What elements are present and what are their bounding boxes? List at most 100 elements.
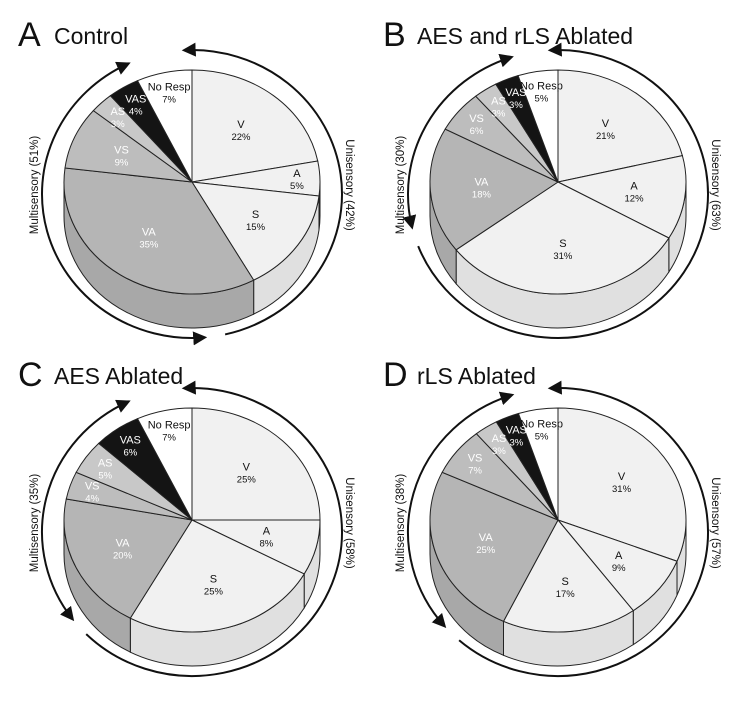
panel-title-c: AES Ablated: [54, 363, 183, 389]
panel-letter-a: A: [18, 16, 41, 54]
slice-v: [557, 69, 684, 183]
unisensory-label-a: Unisensory (42%): [343, 139, 355, 231]
slice-value-as: 3%: [111, 119, 125, 130]
multisensory-label-c: Multisensory (35%): [29, 474, 41, 573]
slice-value-va: 25%: [476, 545, 496, 556]
slice-value-v: 31%: [612, 484, 632, 495]
slice-value-as: 5%: [98, 470, 112, 481]
slice-no-resp: [517, 69, 559, 183]
slice-label-vs: VS: [85, 481, 100, 493]
slice-no-resp: [136, 407, 193, 521]
slice-label-s: S: [252, 209, 259, 221]
multisensory-label-d: Multisensory (38%): [395, 474, 407, 573]
slice-value-s: 31%: [553, 251, 573, 262]
slice-value-s: 25%: [204, 587, 224, 598]
panel-letter-c: C: [18, 356, 43, 394]
slice-v: [191, 69, 319, 183]
slice-value-vs: 9%: [115, 157, 129, 168]
pie-top: [63, 407, 321, 633]
slice-label-a: A: [615, 550, 623, 562]
slice-value-no-resp: 7%: [162, 432, 176, 443]
unisensory-label-d: Unisensory (57%): [709, 477, 721, 569]
pie-top: [63, 69, 321, 295]
slice-label-a: A: [293, 168, 301, 180]
slice-label-v: V: [602, 118, 610, 130]
panel-title-d: rLS Ablated: [417, 363, 536, 389]
group-arrows: [41, 42, 343, 346]
panel-letter-d: D: [383, 356, 408, 394]
slice-value-v: 25%: [237, 474, 257, 485]
multisensory-arrow: [402, 53, 514, 230]
slice-value-s: 17%: [556, 589, 576, 600]
slice-value-no-resp: 5%: [535, 431, 549, 442]
multisensory-label-b: Multisensory (30%): [395, 136, 407, 235]
slice-value-no-resp: 5%: [535, 93, 549, 104]
slice-label-as: AS: [110, 106, 125, 118]
slice-label-no-resp: No Resp: [148, 81, 191, 93]
slice-label-as: AS: [491, 95, 506, 107]
slice-value-as: 3%: [492, 108, 506, 119]
unisensory-label-b: Unisensory (63%): [709, 139, 721, 231]
multisensory-arrow: [41, 399, 131, 622]
slice-label-no-resp: No Resp: [148, 419, 191, 431]
slice-label-va: VA: [116, 538, 131, 550]
panel-d: D rLS Ablated V31%A9%S17%VA25%VS7%AS3%VA…: [383, 356, 721, 677]
slice-value-vs: 7%: [468, 466, 482, 477]
slice-label-v: V: [237, 119, 245, 131]
group-arrows: [402, 42, 709, 339]
multisensory-arrow: [41, 61, 208, 346]
slice-label-v: V: [243, 461, 251, 473]
slice-label-vs: VS: [114, 144, 129, 156]
group-arrows: [407, 380, 709, 677]
slice-s: [191, 181, 320, 281]
slice-label-va: VA: [475, 176, 490, 188]
multisensory-arrow: [407, 391, 515, 629]
slice-value-vs: 6%: [470, 126, 484, 137]
slice-value-vs: 4%: [85, 494, 99, 505]
slice-value-va: 20%: [113, 551, 133, 562]
slice-label-s: S: [562, 576, 569, 588]
slice-v: [557, 407, 687, 562]
slice-label-s: S: [210, 574, 217, 586]
slice-value-v: 21%: [596, 131, 616, 142]
slice-value-vas: 3%: [509, 100, 523, 111]
unisensory-arrow: [181, 42, 343, 336]
unisensory-label-c: Unisensory (58%): [343, 477, 355, 569]
slice-label-vas: VAS: [125, 93, 146, 105]
slice-value-vas: 4%: [129, 106, 143, 117]
slice-value-s: 15%: [246, 222, 266, 233]
panel-a: A Control V22%A5%S15%VA35%VS9%AS3%VAS4%N…: [18, 16, 355, 346]
unisensory-arrow: [458, 380, 709, 677]
slice-value-as: 3%: [492, 446, 506, 457]
slice-label-s: S: [559, 238, 566, 250]
slice-s: [129, 519, 305, 633]
slice-value-a: 12%: [625, 194, 645, 205]
slice-label-a: A: [630, 181, 638, 193]
unisensory-arrow: [85, 380, 343, 677]
slice-value-vas: 6%: [123, 448, 137, 459]
panel-title-a: Control: [54, 23, 128, 49]
unisensory-arrow: [417, 42, 709, 339]
multisensory-label-a: Multisensory (51%): [29, 136, 41, 235]
slice-label-vas: VAS: [120, 435, 141, 447]
slice-label-vs: VS: [468, 453, 483, 465]
slice-a: [556, 155, 687, 239]
slice-value-a: 9%: [612, 563, 626, 574]
slice-label-no-resp: No Resp: [520, 418, 563, 430]
slice-label-a: A: [263, 526, 271, 538]
panel-letter-b: B: [383, 16, 406, 54]
slice-v: [191, 407, 321, 521]
slice-label-as: AS: [492, 433, 507, 445]
slice-no-resp: [517, 407, 559, 521]
slice-s: [455, 181, 670, 295]
slice-label-va: VA: [479, 532, 494, 544]
slice-value-vas: 3%: [509, 438, 523, 449]
slice-value-a: 8%: [260, 539, 274, 550]
slice-value-va: 18%: [472, 189, 492, 200]
slice-value-va: 35%: [139, 240, 159, 251]
slice-label-va: VA: [142, 227, 157, 239]
